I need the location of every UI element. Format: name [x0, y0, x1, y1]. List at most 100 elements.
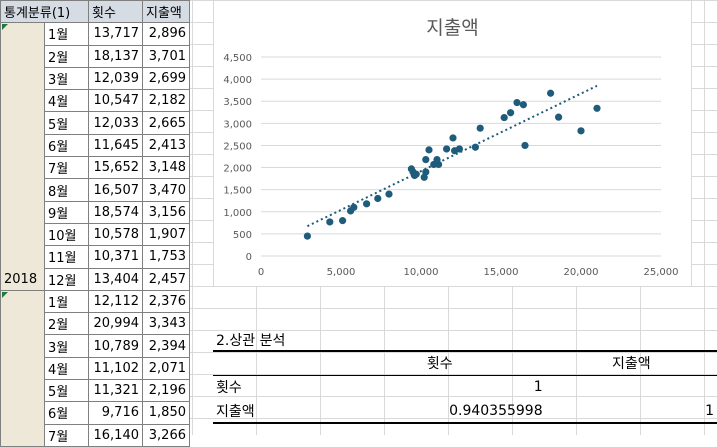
count-cell[interactable]: 13,404 [88, 267, 143, 291]
month-cell[interactable]: 2월 [44, 44, 89, 68]
spend-cell[interactable]: 2,457 [142, 267, 190, 291]
spend-cell[interactable]: 3,470 [142, 178, 190, 202]
count-cell[interactable]: 10,547 [88, 89, 143, 113]
month-cell[interactable]: 4월 [44, 89, 89, 113]
correlation-value[interactable]: 0.940355998 [333, 399, 546, 424]
month-cell[interactable]: 6월 [44, 133, 89, 158]
correlation-title[interactable]: 2.상관 분석 [216, 333, 286, 349]
spend-cell[interactable]: 1,753 [142, 245, 190, 269]
spend-cell[interactable]: 2,699 [142, 66, 190, 91]
table-row: 6월 9,716 1,850 [1, 401, 190, 425]
spend-cell[interactable]: 3,148 [142, 156, 190, 180]
spend-cell[interactable]: 1,907 [142, 222, 190, 247]
table-row: 3월 12,039 2,699 [1, 66, 190, 91]
month-cell[interactable]: 4월 [44, 356, 89, 381]
spend-cell[interactable]: 2,376 [142, 289, 190, 314]
spend-cell[interactable]: 2,196 [142, 379, 190, 403]
table-row: 6월 11,645 2,413 [1, 133, 190, 158]
month-cell[interactable]: 3월 [44, 334, 89, 358]
data-point [374, 194, 382, 203]
correlation-corner-cell[interactable] [213, 350, 334, 376]
month-cell[interactable]: 8월 [44, 178, 89, 202]
month-cell[interactable]: 5월 [44, 111, 89, 135]
table-row: 4월 10,547 2,182 [1, 89, 190, 113]
month-cell[interactable]: 2월 [44, 312, 89, 336]
month-cell[interactable]: 9월 [44, 200, 89, 224]
correlation-value[interactable]: 1 [533, 379, 543, 396]
spend-cell[interactable]: 2,665 [142, 111, 190, 135]
month-cell[interactable]: 5월 [44, 379, 89, 403]
spend-cell[interactable]: 2,182 [142, 89, 190, 113]
count-cell[interactable]: 13,717 [88, 22, 143, 46]
header-spend[interactable]: 지출액 [142, 0, 190, 24]
y-tick-label: 3,000 [223, 119, 252, 130]
correlation-value[interactable]: 1 [545, 399, 717, 424]
count-cell[interactable]: 12,112 [88, 289, 143, 314]
trendline [306, 84, 598, 228]
table-row: 7월 15,652 3,148 [1, 156, 190, 180]
count-cell[interactable]: 10,789 [88, 334, 143, 358]
year-cell[interactable]: 2018 [0, 22, 45, 291]
count-cell[interactable]: 10,371 [88, 245, 143, 269]
count-cell[interactable]: 9,716 [88, 401, 143, 425]
table-row: 9월 18,574 3,156 [1, 200, 190, 224]
month-cell[interactable]: 7월 [44, 156, 89, 180]
count-cell[interactable]: 18,137 [88, 44, 143, 68]
correlation-row-count: 횟수 1 [213, 375, 717, 399]
y-tick-label: 0 [246, 252, 252, 263]
data-point [326, 218, 334, 226]
data-point [519, 101, 527, 109]
data-point [425, 146, 433, 154]
data-point [422, 155, 430, 164]
correlation-row-label[interactable]: 횟수 [216, 380, 242, 397]
month-cell[interactable]: 11월 [44, 245, 89, 269]
count-cell[interactable]: 11,321 [88, 379, 143, 403]
spend-cell[interactable]: 3,156 [142, 200, 190, 224]
x-tick-label: 5,000 [327, 267, 356, 278]
data-point [350, 203, 358, 211]
count-cell[interactable]: 12,033 [88, 111, 143, 135]
month-cell[interactable]: 6월 [44, 401, 89, 425]
correlation-value-empty[interactable] [546, 375, 717, 399]
spend-cell[interactable]: 2,413 [142, 133, 190, 158]
spend-cell[interactable]: 2,896 [142, 22, 190, 46]
spend-cell[interactable]: 3,266 [142, 423, 190, 447]
count-cell[interactable]: 12,039 [88, 66, 143, 91]
correlation-col-spend[interactable]: 지출액 [545, 350, 717, 376]
spend-cell[interactable]: 1,850 [142, 401, 190, 425]
x-tick-label: 20,000 [564, 267, 599, 278]
header-category[interactable]: 통계분류(1) [0, 0, 89, 24]
spend-cell[interactable]: 3,701 [142, 44, 190, 68]
count-cell[interactable]: 16,507 [88, 178, 143, 202]
spend-cell[interactable]: 2,071 [142, 356, 190, 381]
data-point [593, 104, 601, 112]
y-tick-label: 2,500 [223, 141, 252, 152]
count-cell[interactable]: 18,574 [88, 200, 143, 224]
data-point [547, 89, 555, 97]
spend-cell[interactable]: 2,394 [142, 334, 190, 358]
count-cell[interactable]: 11,102 [88, 356, 143, 381]
correlation-col-count[interactable]: 횟수 [333, 350, 546, 376]
count-cell[interactable]: 16,140 [88, 423, 143, 447]
year-label: 2018 [4, 271, 38, 287]
scatter-chart[interactable]: 지출액 0 500 1,000 1,500 2,000 2,500 3,000 3,500 4,… [213, 0, 692, 287]
count-cell[interactable]: 10,578 [88, 222, 143, 247]
correlation-header-row: 횟수 지출액 [213, 350, 717, 376]
month-cell[interactable]: 1월 [44, 289, 89, 314]
header-count[interactable]: 횟수 [88, 0, 143, 24]
month-cell[interactable]: 12월 [44, 267, 89, 291]
cell-marker-icon [2, 291, 8, 298]
month-cell[interactable]: 3월 [44, 66, 89, 91]
data-table: 통계분류(1) 횟수 지출액 2018 1월 13,717 2,896 2월 18,137… [0, 0, 190, 447]
data-point [513, 98, 521, 107]
month-cell[interactable]: 1월 [44, 22, 89, 46]
count-cell[interactable]: 20,994 [88, 312, 143, 336]
data-point [449, 134, 457, 142]
count-cell[interactable]: 11,645 [88, 133, 143, 158]
correlation-row-label[interactable]: 지출액 [213, 399, 334, 424]
count-cell[interactable]: 15,652 [88, 156, 143, 180]
month-cell[interactable]: 10월 [44, 222, 89, 247]
spend-cell[interactable]: 3,343 [142, 312, 190, 336]
month-cell[interactable]: 7월 [44, 423, 89, 447]
year-cell[interactable] [0, 289, 45, 447]
